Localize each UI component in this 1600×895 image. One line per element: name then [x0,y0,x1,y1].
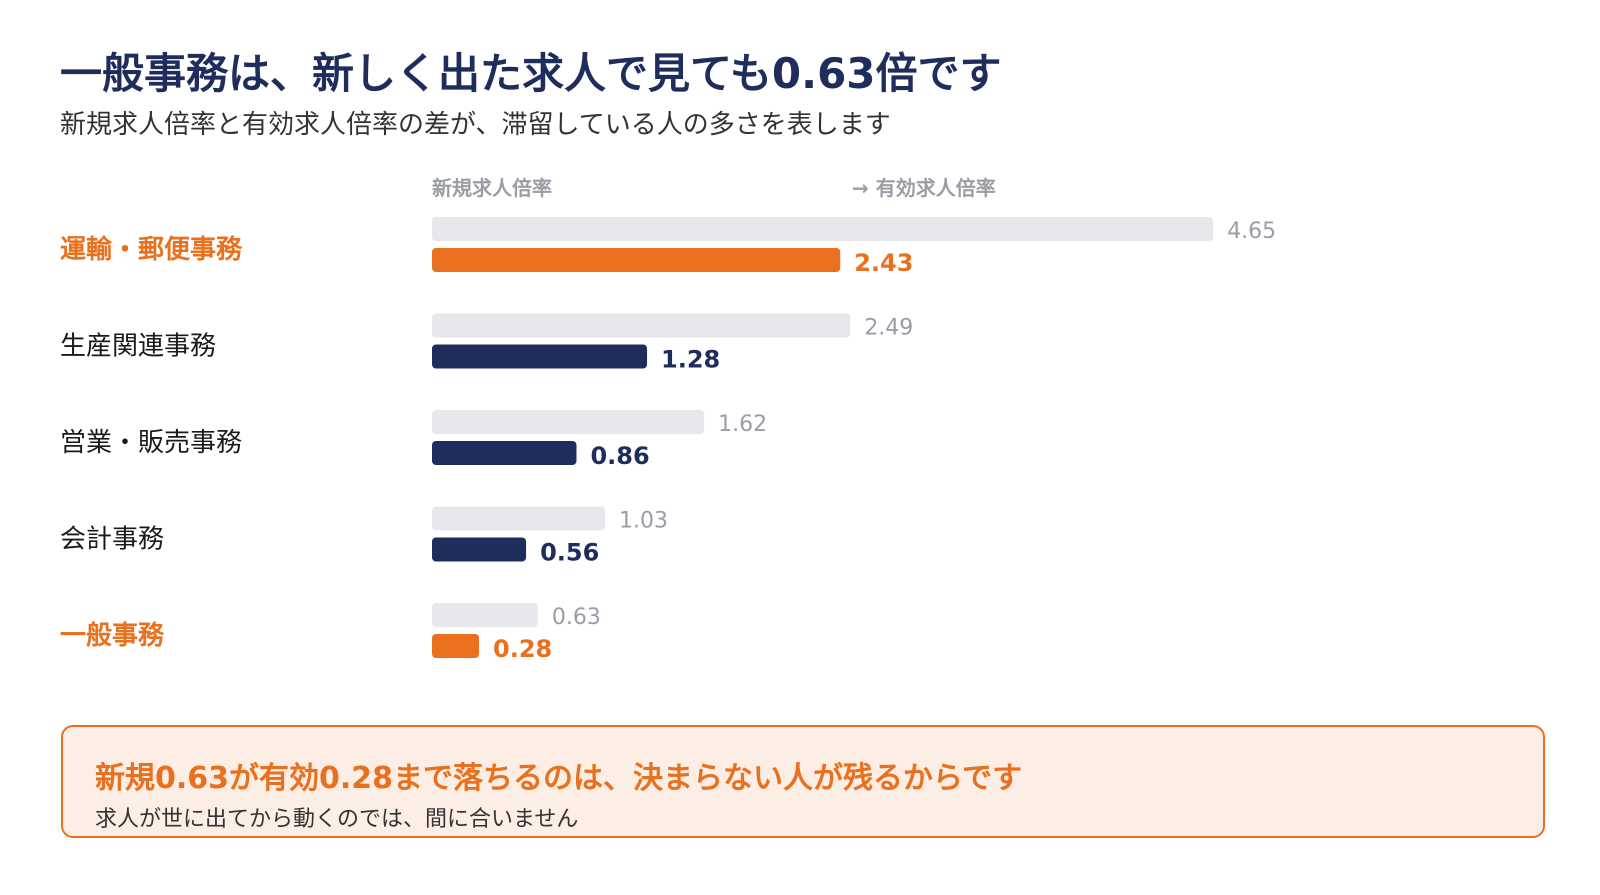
bar-new-ratio [432,313,851,338]
bar-active-ratio [432,634,480,658]
value-label-new: 1.03 [619,509,668,534]
value-label-active: 0.56 [540,539,599,567]
value-label-active: 1.28 [661,346,720,374]
column-header-active: → 有効求人倍率 [852,176,996,200]
callout-body: 求人が世に出てから動くのでは、間に合いません [95,807,579,832]
bar-new-ratio [432,410,705,434]
bar-new-ratio [432,506,606,531]
page-title: 一般事務は、新しく出た求人で見ても0.63倍です [60,49,1002,98]
category-label: 生産関連事務 [60,332,216,362]
category-label: 一般事務 [60,621,165,651]
bar-chart: 運輸・郵便事務 4.65 2.43 生産関連事務 2.49 1.28 営業・販売事務 1.62… [60,217,1276,663]
bar-new-ratio [432,603,538,627]
bar-active-ratio [432,441,577,465]
value-label-new: 4.65 [1227,219,1276,244]
value-label-active: 0.28 [493,635,552,663]
page-subtitle: 新規求人倍率と有効求人倍率の差が、滞留している人の多さを表します [60,110,891,140]
category-label: 会計事務 [60,525,164,555]
column-header-new: 新規求人倍率 [432,176,552,200]
value-label-active: 2.43 [854,249,913,277]
bar-active-ratio [432,537,527,562]
value-label-new: 2.49 [864,316,913,341]
value-label-active: 0.86 [590,442,649,470]
bar-active-ratio [432,248,841,272]
bar-active-ratio [432,344,648,369]
value-label-new: 0.63 [552,605,601,630]
category-label: 運輸・郵便事務 [60,234,243,265]
bar-new-ratio [432,217,1214,241]
callout-title: 新規0.63が有効0.28まで落ちるのは、決まらない人が残るからです [95,761,1023,796]
callout-box: 新規0.63が有効0.28まで落ちるのは、決まらない人が残るからです 求人が世に… [61,725,1545,838]
category-label: 営業・販売事務 [60,428,242,458]
value-label-new: 1.62 [718,412,767,437]
